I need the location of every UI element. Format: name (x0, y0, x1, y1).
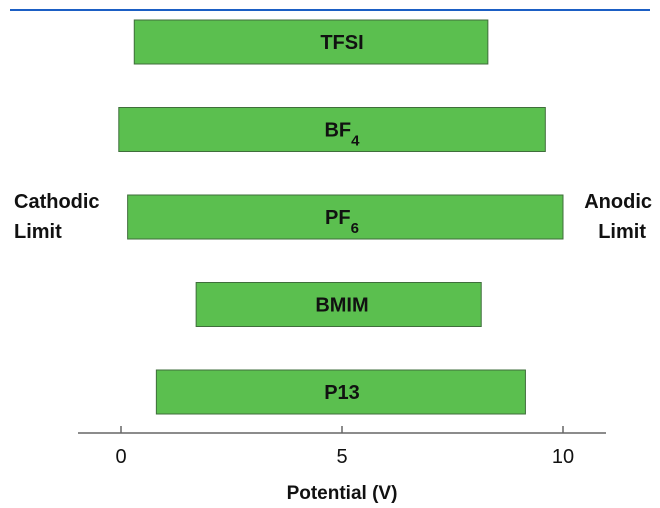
bar-group-bmim: BMIM (195, 282, 482, 327)
cathodic-label-line2: Limit (14, 221, 62, 243)
bars-layer: TFSI BF4 PF6 BMIM P13 (118, 19, 564, 415)
x-tick-label-0: 0 (115, 446, 126, 468)
bar-group-pf6: PF6 (127, 194, 564, 240)
bar-label-pf6: PF6 (325, 207, 359, 237)
cathodic-label-line1: Cathodic (14, 191, 100, 213)
bar-pf6 (127, 194, 564, 240)
bar-label-p13: P13 (324, 382, 360, 404)
bar-p13 (155, 369, 526, 415)
bar-bmim (195, 282, 482, 327)
bar-label-tfsi: TFSI (320, 32, 363, 54)
bar-label-bf4: BF4 (324, 120, 360, 150)
anodic-label-line1: Anodic (584, 191, 652, 213)
bar-bf4 (118, 107, 546, 152)
bar-group-bf4: BF4 (118, 107, 546, 152)
x-tick-label-5: 5 (336, 446, 347, 468)
bar-group-p13: P13 (155, 369, 526, 415)
bar-tfsi (133, 19, 489, 65)
x-tick-label-10: 10 (552, 446, 574, 468)
anodic-label-line2: Limit (598, 221, 646, 243)
x-axis-title: Potential (V) (287, 483, 398, 504)
x-ticks: 0 5 10 (115, 426, 574, 468)
bar-group-tfsi: TFSI (133, 19, 489, 65)
bar-label-bmim: BMIM (315, 295, 368, 317)
